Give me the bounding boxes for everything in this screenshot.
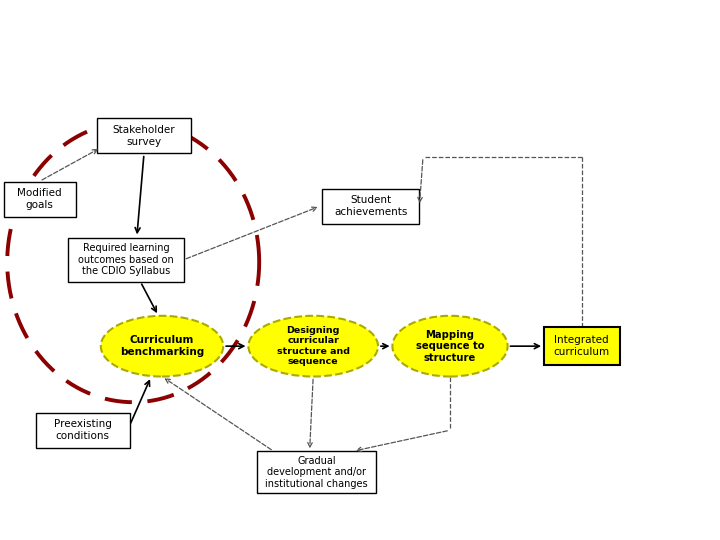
Text: Mapping
sequence to
structure: Mapping sequence to structure bbox=[415, 329, 485, 363]
Text: Student
achievements: Student achievements bbox=[334, 195, 408, 217]
FancyBboxPatch shape bbox=[68, 238, 184, 282]
FancyBboxPatch shape bbox=[4, 181, 76, 217]
FancyBboxPatch shape bbox=[544, 327, 620, 365]
Text: cdio: cdio bbox=[605, 24, 660, 49]
Text: Designing
curricular
structure and
sequence: Designing curricular structure and seque… bbox=[276, 326, 350, 366]
Ellipse shape bbox=[392, 316, 508, 376]
Text: Integrated
curriculum: Integrated curriculum bbox=[554, 335, 610, 357]
Text: Required learning
outcomes based on
the CDIO Syllabus: Required learning outcomes based on the … bbox=[78, 243, 174, 276]
FancyBboxPatch shape bbox=[36, 413, 130, 448]
Text: Preexisting
conditions: Preexisting conditions bbox=[54, 420, 112, 441]
Text: Modified
goals: Modified goals bbox=[17, 188, 62, 210]
Text: Curriculum
benchmarking: Curriculum benchmarking bbox=[120, 335, 204, 357]
FancyBboxPatch shape bbox=[323, 188, 419, 224]
Ellipse shape bbox=[101, 316, 223, 376]
FancyBboxPatch shape bbox=[258, 451, 376, 494]
Text: Gradual
development and/or
institutional changes: Gradual development and/or institutional… bbox=[266, 456, 368, 489]
Text: THE CURRICULUM DESIGN PROCESS: THE CURRICULUM DESIGN PROCESS bbox=[22, 26, 439, 46]
Ellipse shape bbox=[248, 316, 378, 376]
FancyBboxPatch shape bbox=[97, 118, 191, 153]
Text: Stakeholder
survey: Stakeholder survey bbox=[113, 125, 175, 147]
